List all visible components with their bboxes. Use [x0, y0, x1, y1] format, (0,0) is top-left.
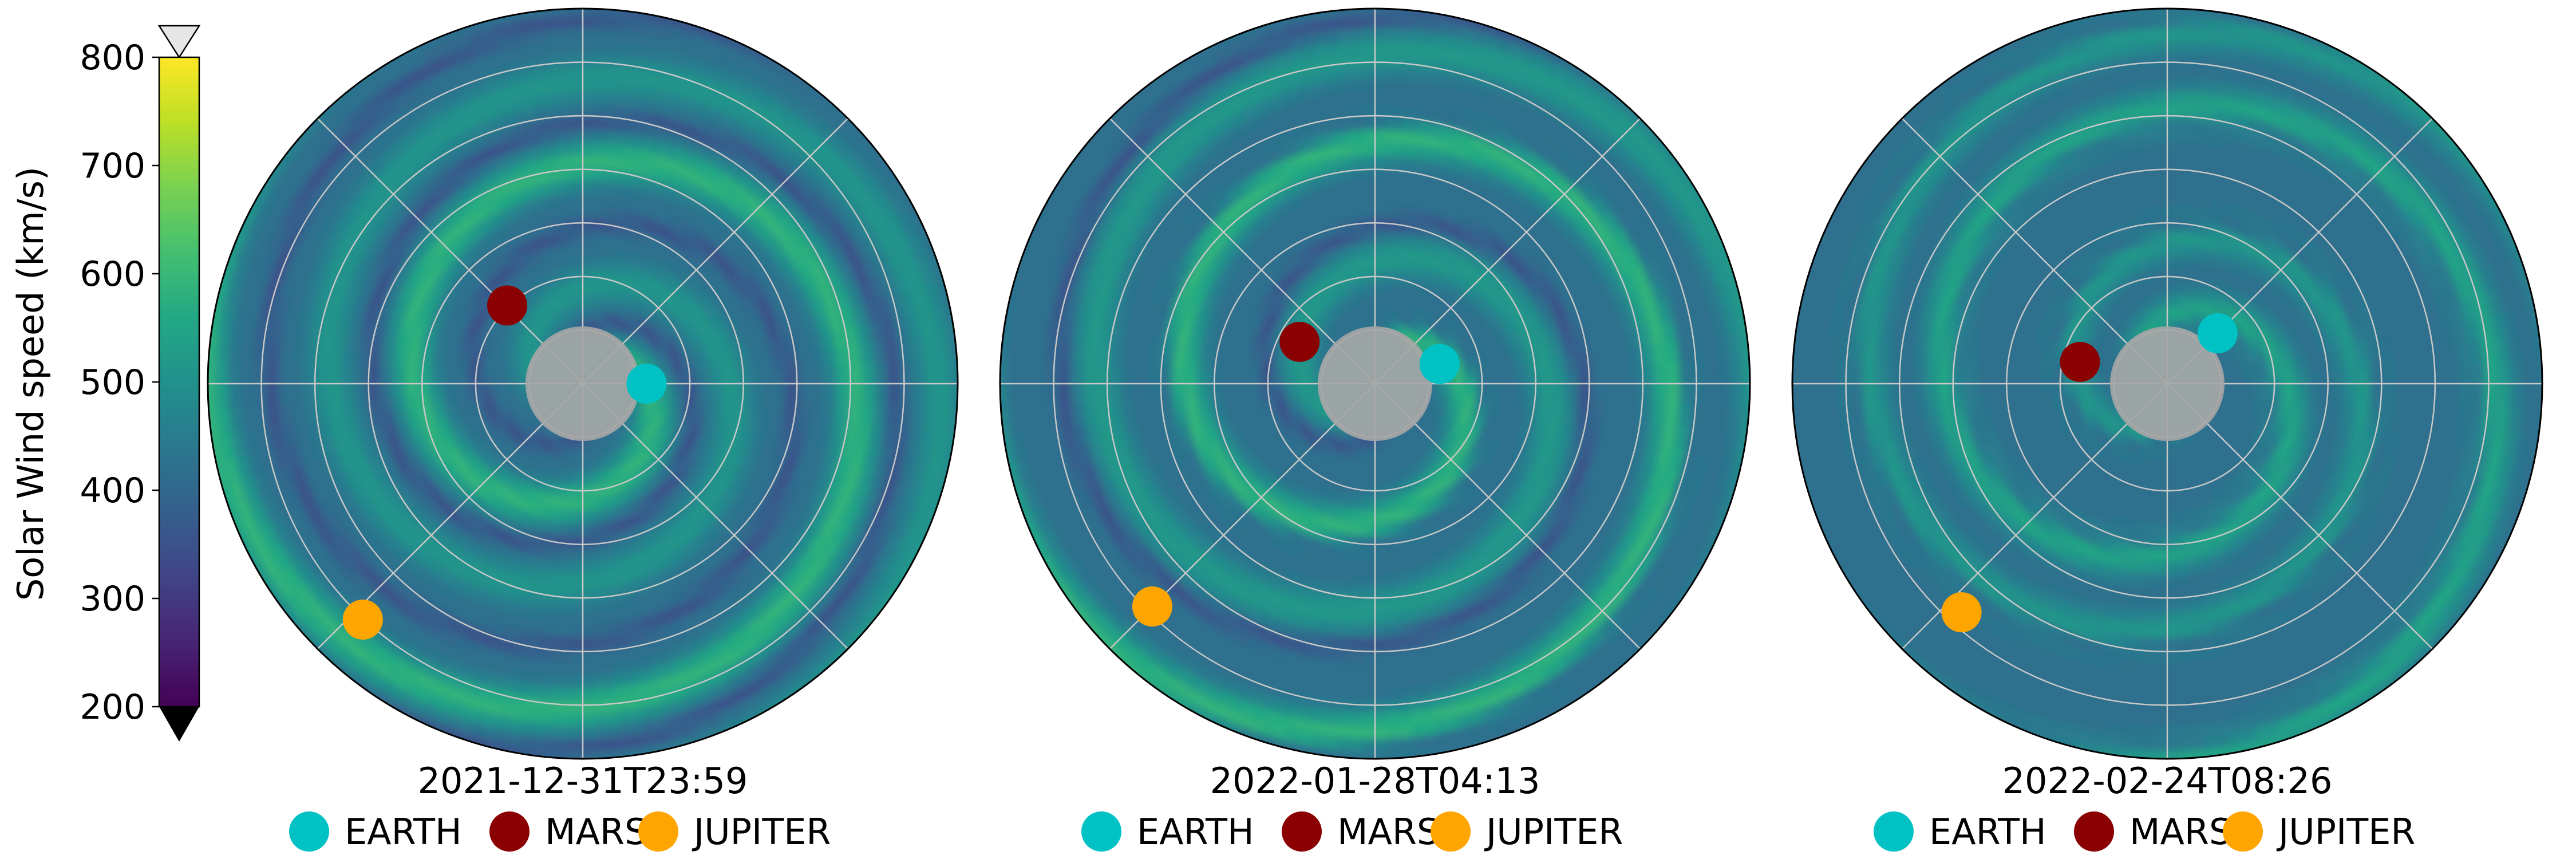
colorbar-tick-label: 200 — [80, 687, 145, 727]
panel-title: 2021-12-31T23:59 — [418, 760, 748, 802]
legend-label: JUPITER — [1484, 811, 1623, 853]
planet-markers — [1941, 313, 2238, 633]
legend-label: JUPITER — [692, 811, 831, 853]
legend-label: MARS — [1337, 811, 1439, 853]
colorbar-tick-label: 800 — [80, 38, 145, 78]
colorbar-extend-high — [157, 25, 201, 59]
grid-spoke — [582, 117, 849, 384]
legend-marker-earth — [1081, 811, 1121, 852]
grid-spoke — [317, 117, 583, 384]
legend-marker-mars — [489, 811, 530, 852]
colorbar-extend-low — [159, 707, 199, 742]
legend-label: MARS — [545, 811, 647, 853]
planet-mars — [487, 285, 528, 326]
grid-spoke — [2167, 383, 2433, 650]
grid-spoke — [1901, 117, 2168, 384]
grid-spoke — [1374, 117, 1641, 384]
legend-label: EARTH — [345, 811, 462, 853]
planet-mars — [1279, 321, 1320, 362]
planet-earth — [1419, 344, 1460, 384]
legend-marker-earth — [1874, 811, 1914, 852]
colorbar-tick-label: 700 — [80, 146, 145, 186]
colorbar-tick-label: 300 — [80, 579, 145, 619]
colorbar-label: Solar Wind speed (km/s) — [10, 167, 52, 601]
plot-border — [999, 7, 1751, 760]
polar-grid — [208, 9, 958, 759]
colorbar-ticks: 200 300 400 500 600 700 800 — [80, 38, 159, 727]
plot-border — [1791, 7, 2543, 760]
panel-title: 2022-01-28T04:13 — [1210, 760, 1540, 802]
colorbar-tick-label: 500 — [80, 362, 145, 403]
colorbar-tick-label: 600 — [80, 254, 145, 294]
planet-jupiter — [342, 599, 383, 640]
sun-disk — [2110, 326, 2225, 441]
grid-spoke — [582, 383, 849, 650]
planet-markers — [342, 285, 667, 640]
planet-earth — [626, 364, 667, 404]
grid-spoke — [1374, 383, 1641, 650]
grid-spoke — [1109, 117, 1376, 384]
polar-panel-2: 2022-01-28T04:13 EARTH MARS JUPITER — [999, 7, 1751, 853]
colorbar: 200 300 400 500 600 700 800 Solar Wind speed (… — [10, 25, 201, 742]
legend-marker-jupiter — [638, 811, 678, 852]
legend-label: EARTH — [1929, 811, 2046, 853]
planet-earth — [2197, 313, 2238, 354]
legend-label: MARS — [2129, 811, 2231, 853]
polar-panel-1: 2021-12-31T23:59 EARTH MARS JUPITER — [207, 7, 959, 853]
colorbar-tick-label: 400 — [80, 471, 145, 511]
legend-label: EARTH — [1137, 811, 1254, 853]
planet-markers — [1132, 321, 1460, 627]
planet-mars — [2060, 341, 2100, 382]
colorbar-gradient — [158, 56, 200, 708]
legend: EARTH MARS JUPITER — [1874, 811, 2415, 853]
polar-grid — [1792, 9, 2542, 759]
legend-marker-earth — [289, 811, 329, 852]
planet-jupiter — [1941, 592, 1982, 633]
sun-disk — [1318, 326, 1432, 441]
legend-label: JUPITER — [2276, 811, 2415, 853]
panel-title: 2022-02-24T08:26 — [2002, 760, 2333, 802]
legend: EARTH MARS JUPITER — [1081, 811, 1623, 853]
legend-marker-mars — [2074, 811, 2114, 852]
sun-disk — [526, 326, 640, 441]
plot-border — [207, 7, 959, 760]
planet-jupiter — [1132, 586, 1172, 627]
legend: EARTH MARS JUPITER — [289, 811, 831, 853]
legend-marker-jupiter — [1431, 811, 1471, 852]
legend-marker-mars — [1282, 811, 1322, 852]
polar-panel-3: 2022-02-24T08:26 EARTH MARS JUPITER — [1791, 7, 2543, 853]
legend-marker-jupiter — [2223, 811, 2263, 852]
